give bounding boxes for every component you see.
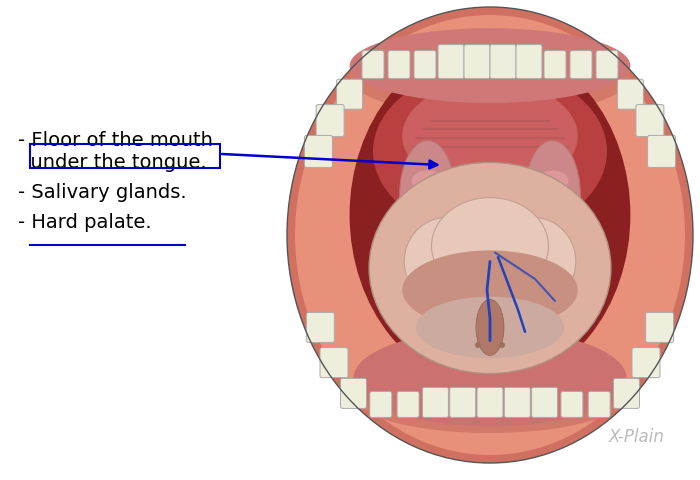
- Ellipse shape: [400, 140, 456, 251]
- FancyBboxPatch shape: [490, 45, 516, 79]
- Ellipse shape: [404, 217, 490, 305]
- FancyBboxPatch shape: [617, 79, 643, 109]
- Ellipse shape: [536, 191, 568, 210]
- FancyBboxPatch shape: [588, 391, 610, 418]
- FancyBboxPatch shape: [504, 387, 531, 418]
- FancyBboxPatch shape: [414, 50, 436, 79]
- Ellipse shape: [484, 179, 492, 194]
- Text: - Hard palate.: - Hard palate.: [18, 213, 152, 232]
- Ellipse shape: [479, 169, 501, 213]
- FancyBboxPatch shape: [388, 50, 410, 79]
- Ellipse shape: [536, 201, 568, 220]
- Ellipse shape: [475, 342, 481, 348]
- Bar: [30, 144, 220, 168]
- FancyBboxPatch shape: [570, 50, 592, 79]
- FancyBboxPatch shape: [636, 105, 664, 137]
- Ellipse shape: [349, 354, 631, 433]
- Ellipse shape: [490, 217, 576, 305]
- Ellipse shape: [536, 170, 568, 191]
- FancyBboxPatch shape: [362, 50, 384, 79]
- FancyBboxPatch shape: [340, 378, 367, 408]
- FancyBboxPatch shape: [613, 378, 640, 408]
- FancyBboxPatch shape: [449, 387, 476, 418]
- Ellipse shape: [295, 15, 685, 455]
- FancyBboxPatch shape: [304, 135, 332, 168]
- Ellipse shape: [499, 342, 505, 348]
- Ellipse shape: [354, 330, 626, 426]
- FancyBboxPatch shape: [632, 348, 660, 378]
- FancyBboxPatch shape: [648, 135, 676, 168]
- Ellipse shape: [412, 170, 444, 191]
- FancyBboxPatch shape: [561, 391, 583, 418]
- FancyBboxPatch shape: [370, 391, 392, 418]
- Ellipse shape: [349, 28, 631, 103]
- FancyBboxPatch shape: [464, 45, 490, 79]
- FancyBboxPatch shape: [516, 45, 542, 79]
- FancyBboxPatch shape: [645, 312, 673, 342]
- Ellipse shape: [402, 251, 578, 330]
- Text: under the tongue.: under the tongue.: [18, 153, 206, 172]
- FancyBboxPatch shape: [397, 391, 419, 418]
- Ellipse shape: [373, 68, 607, 235]
- FancyBboxPatch shape: [320, 348, 348, 378]
- Ellipse shape: [431, 198, 549, 294]
- Ellipse shape: [416, 297, 564, 358]
- Ellipse shape: [412, 180, 444, 201]
- Text: X-Plain: X-Plain: [609, 428, 665, 446]
- Ellipse shape: [349, 43, 631, 386]
- FancyBboxPatch shape: [316, 105, 344, 137]
- Text: - Salivary glands.: - Salivary glands.: [18, 183, 187, 202]
- Ellipse shape: [349, 37, 631, 116]
- FancyBboxPatch shape: [337, 79, 363, 109]
- FancyBboxPatch shape: [422, 387, 449, 418]
- Ellipse shape: [476, 300, 504, 355]
- FancyBboxPatch shape: [596, 50, 618, 79]
- Ellipse shape: [402, 81, 578, 191]
- FancyBboxPatch shape: [307, 312, 335, 342]
- FancyBboxPatch shape: [477, 387, 503, 418]
- Ellipse shape: [536, 180, 568, 201]
- FancyBboxPatch shape: [438, 45, 464, 79]
- Ellipse shape: [412, 191, 444, 210]
- Ellipse shape: [287, 7, 693, 463]
- Ellipse shape: [369, 162, 611, 373]
- Text: - Floor of the mouth: - Floor of the mouth: [18, 131, 213, 150]
- FancyBboxPatch shape: [531, 387, 558, 418]
- Ellipse shape: [412, 201, 444, 220]
- Ellipse shape: [524, 140, 580, 251]
- FancyBboxPatch shape: [544, 50, 566, 79]
